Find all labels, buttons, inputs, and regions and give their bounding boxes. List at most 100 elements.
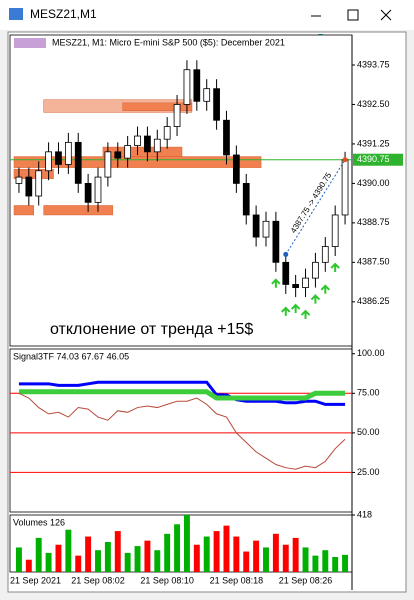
candle-body xyxy=(45,151,52,172)
panel-title: Volumes 126 xyxy=(13,517,65,527)
volume-bar xyxy=(174,524,181,572)
x-tick-label: 21 Sep 08:02 xyxy=(71,575,125,585)
candle-body xyxy=(203,88,211,102)
candle-body xyxy=(252,214,260,238)
trend-start xyxy=(283,251,289,257)
close-button[interactable] xyxy=(380,9,392,21)
candle-body xyxy=(272,220,280,263)
volume-bar xyxy=(104,542,111,572)
candle-body xyxy=(232,154,240,184)
y-tick-label: 418 xyxy=(357,509,372,519)
y-tick-label: 4387.50 xyxy=(357,257,390,267)
volume-bar xyxy=(272,533,279,572)
volume-bar xyxy=(312,555,319,572)
y-tick-label: 4393.75 xyxy=(357,59,390,69)
volume-bar xyxy=(114,531,121,572)
candle-body xyxy=(321,246,329,263)
zone xyxy=(13,156,262,168)
volume-bar xyxy=(183,515,190,572)
volume-bar xyxy=(45,552,52,572)
volume-bar xyxy=(203,536,210,572)
y-tick-label: 4386.25 xyxy=(357,296,390,306)
candle-body xyxy=(183,69,191,105)
panel-icons xyxy=(14,38,46,48)
candle-body xyxy=(104,151,112,178)
window-title: MESZ21,M1 xyxy=(30,7,97,21)
volume-bar xyxy=(55,544,62,572)
candle-body xyxy=(312,261,319,279)
volume-bar xyxy=(322,550,329,572)
candle-body xyxy=(292,284,300,288)
volume-bar xyxy=(25,559,32,572)
y-tick-label: 50.00 xyxy=(357,427,380,437)
candle-body xyxy=(173,104,181,127)
volume-bar xyxy=(223,525,230,572)
candle-body xyxy=(213,88,220,121)
volume-bar xyxy=(332,557,339,572)
candle-body xyxy=(94,176,102,203)
annotation: отклонение от тренда +15$ xyxy=(50,321,253,338)
trend-end xyxy=(342,157,348,163)
volume-bar xyxy=(243,551,250,572)
indicator-line xyxy=(18,380,346,406)
volume-bar xyxy=(35,537,42,572)
buy-arrow xyxy=(300,309,311,320)
volume-bar xyxy=(253,540,260,572)
volume-bar xyxy=(233,536,240,572)
y-tick-label: 75.00 xyxy=(357,388,380,398)
candle-body xyxy=(193,69,201,102)
x-tick-label: 21 Sep 08:18 xyxy=(210,575,264,585)
candle-body xyxy=(114,151,122,159)
volume-bar xyxy=(263,547,269,572)
candle-body xyxy=(223,119,230,156)
candle-body xyxy=(84,182,92,203)
buy-arrow xyxy=(290,303,301,314)
candle-body xyxy=(144,135,151,153)
candle-body xyxy=(242,182,250,216)
candle-body xyxy=(331,214,339,247)
buy-arrow xyxy=(271,278,281,288)
panel xyxy=(9,348,353,513)
price-label: 4390.75 xyxy=(357,154,390,164)
volume-bar xyxy=(292,537,299,572)
y-tick-label: 4388.75 xyxy=(357,217,390,227)
volume-bar xyxy=(302,547,309,572)
volume-bar xyxy=(75,555,82,572)
candle-body xyxy=(134,135,141,146)
title-bar xyxy=(0,0,414,30)
y-tick-label: 100.00 xyxy=(357,348,385,358)
y-tick-label: 4391.25 xyxy=(357,138,390,148)
candle-body xyxy=(74,141,82,184)
y-tick-label: 4390.00 xyxy=(357,178,390,188)
panel-title: Signal3TF 74.03 67.67 46.05 xyxy=(13,351,129,361)
trend-line xyxy=(285,159,346,255)
candle-body xyxy=(55,151,62,165)
volume-bar xyxy=(193,544,200,572)
volume-bar xyxy=(154,550,161,572)
zone xyxy=(43,205,114,216)
volume-bar xyxy=(65,529,72,572)
panel-title: MESZ21, M1: Micro E-mini S&P 500 ($5): D… xyxy=(52,37,285,47)
zone xyxy=(122,102,193,112)
maximize-button[interactable] xyxy=(347,9,359,21)
volume-bar xyxy=(282,544,289,572)
x-tick-label: 21 Sep 08:26 xyxy=(279,575,333,585)
candle-body xyxy=(282,261,290,285)
volume-bar xyxy=(134,546,141,572)
candle-body xyxy=(35,170,43,197)
volume-bar xyxy=(213,531,220,572)
volume-bar xyxy=(144,540,151,572)
candle-body xyxy=(163,126,171,140)
buy-arrow xyxy=(330,262,340,273)
candle-body xyxy=(302,277,309,288)
candle-body xyxy=(25,176,33,197)
zone xyxy=(13,168,54,179)
volume-bar xyxy=(15,547,22,572)
volume-bar xyxy=(85,536,92,572)
indicator-line xyxy=(18,389,346,401)
candle-body xyxy=(262,220,270,238)
buy-arrow xyxy=(281,306,291,316)
zone xyxy=(13,205,35,216)
candle-body xyxy=(341,159,349,216)
